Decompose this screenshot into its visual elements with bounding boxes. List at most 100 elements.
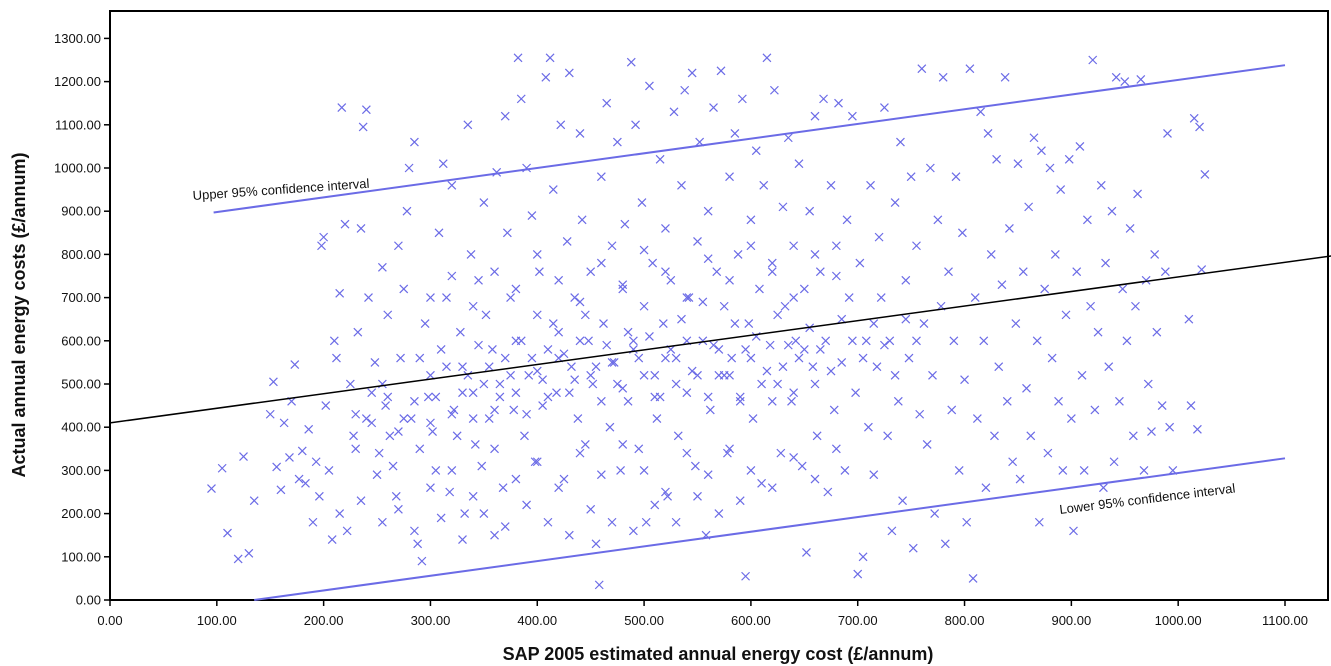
regression-line (109, 255, 1331, 424)
data-point (490, 405, 499, 415)
data-point (580, 440, 590, 449)
data-point-stroke-b (442, 293, 451, 303)
data-point (290, 360, 300, 369)
data-point (399, 284, 409, 294)
data-point-stroke-b (669, 107, 679, 117)
data-point (532, 366, 542, 376)
data-point (340, 219, 350, 229)
data-point (1000, 72, 1010, 82)
data-point (1165, 422, 1175, 432)
data-point (484, 362, 494, 372)
data-point-stroke-b (951, 172, 961, 182)
data-point (628, 526, 638, 536)
data-point-stroke-b (468, 491, 478, 501)
data-point-stroke-b (776, 448, 786, 458)
data-point-stroke-b (1163, 129, 1172, 138)
data-point-stroke-b (794, 159, 804, 169)
data-point-stroke-b (506, 370, 515, 380)
data-point-stroke-b (1189, 113, 1199, 123)
data-point (618, 284, 628, 294)
data-point-stroke-b (709, 103, 718, 112)
data-point (522, 500, 532, 510)
x-tick-label: 900.00 (1051, 613, 1091, 628)
data-point (730, 129, 740, 138)
data-point (853, 569, 863, 579)
data-point-stroke-b (321, 401, 331, 411)
data-point (324, 465, 334, 475)
data-point (356, 224, 366, 233)
data-point-stroke-b (479, 198, 489, 207)
data-point-stroke-b (861, 336, 871, 346)
data-point-stroke-b (714, 509, 724, 519)
data-point-stroke-b (725, 172, 734, 182)
data-point-stroke-b (442, 362, 451, 372)
data-point (620, 219, 630, 229)
data-point-stroke-b (605, 422, 615, 432)
data-point-stroke-b (541, 72, 551, 82)
data-point (831, 271, 841, 281)
data-point (773, 310, 783, 320)
data-point-stroke-b (722, 448, 732, 458)
data-point-stroke-b (741, 345, 750, 354)
data-point-stroke-b (575, 129, 585, 138)
data-point-stroke-b (304, 424, 314, 434)
data-point (484, 414, 494, 423)
data-point-stroke-b (767, 483, 777, 493)
lower-confidence-line (254, 457, 1286, 601)
data-point (314, 491, 324, 501)
data-point-stroke-b (703, 254, 713, 264)
data-point-stroke-b (1195, 122, 1204, 132)
data-point (631, 120, 640, 130)
data-point-stroke-b (746, 353, 756, 363)
data-point-stroke-b (1101, 258, 1110, 268)
data-point-stroke-b (840, 465, 850, 475)
data-point-stroke-b (748, 414, 758, 423)
data-point (928, 370, 937, 380)
data-point-stroke-b (1079, 465, 1089, 475)
data-point-stroke-b (466, 249, 476, 259)
plot-frame (109, 10, 1329, 601)
data-point-stroke-b (584, 336, 593, 346)
data-point (834, 98, 843, 108)
data-point-stroke-b (559, 349, 569, 359)
data-point (1011, 319, 1021, 328)
data-point (847, 111, 857, 121)
data-point (564, 68, 574, 78)
data-point-stroke-b (847, 336, 857, 346)
data-point-stroke-b (957, 228, 967, 238)
data-point (447, 409, 457, 419)
data-point (490, 267, 499, 277)
data-point (335, 288, 345, 298)
data-point-stroke-b (538, 401, 548, 411)
data-point-stroke-b (712, 267, 722, 277)
data-point-stroke-b (981, 483, 991, 493)
data-point (1109, 457, 1119, 467)
data-point-stroke-b (1045, 163, 1055, 173)
data-point-stroke-b (746, 241, 756, 251)
data-point-stroke-b (612, 137, 622, 147)
data-point-stroke-b (319, 232, 329, 242)
data-point (434, 228, 444, 238)
data-point (532, 249, 542, 259)
data-point-stroke-b (972, 414, 982, 423)
data-point (1101, 258, 1110, 268)
data-point (554, 275, 564, 285)
data-point (1061, 310, 1071, 320)
data-point (1122, 336, 1132, 346)
data-point (399, 414, 409, 423)
data-point (495, 392, 505, 402)
data-point-stroke-b (727, 353, 737, 363)
data-point (239, 452, 248, 462)
data-point-stroke-b (522, 500, 532, 510)
data-point (364, 293, 373, 303)
data-point (1200, 170, 1210, 179)
data-point-stroke-b (364, 293, 373, 303)
data-point-stroke-b (815, 267, 825, 277)
data-point-stroke-b (554, 327, 564, 337)
data-point-stroke-b (479, 509, 489, 519)
data-point (698, 336, 708, 346)
data-point-stroke-b (826, 366, 836, 376)
data-point (500, 111, 510, 121)
data-point-stroke-b (324, 465, 334, 475)
data-point (733, 249, 743, 259)
